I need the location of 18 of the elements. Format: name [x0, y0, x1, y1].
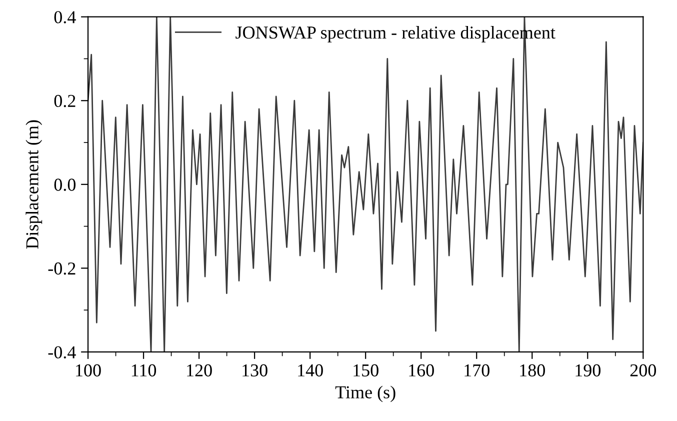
y-tick-label: -0.2: [48, 262, 76, 275]
x-tick-label: 120: [187, 364, 212, 376]
y-tick-label: 0.0: [54, 178, 76, 191]
y-tick-label: -0.4: [48, 346, 76, 358]
x-tick-label: 140: [298, 364, 323, 376]
y-tick-label: 0.2: [54, 94, 76, 108]
y-axis-title: Displacement (m): [26, 120, 42, 249]
x-tick-label: 100: [76, 364, 101, 376]
x-tick-label: 180: [520, 364, 545, 376]
x-tick-label: 200: [630, 364, 656, 376]
y-tick-label: 0.4: [54, 11, 76, 24]
x-axis-title: Time (s): [335, 386, 396, 402]
x-tick-label: 190: [576, 364, 600, 376]
x-tick-label: 110: [132, 364, 156, 376]
x-tick-label: 130: [242, 364, 268, 376]
x-tick-label: 150: [354, 364, 378, 376]
x-tick-label: 170: [464, 364, 490, 376]
x-tick-label: 160: [409, 364, 434, 376]
